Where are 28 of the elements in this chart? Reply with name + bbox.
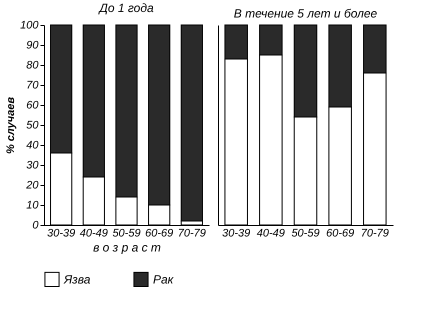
chart-title: В течение 5 лет и более (234, 6, 378, 20)
x-tick-label: 40-49 (256, 228, 285, 240)
y-tick-label: 20 (25, 180, 40, 192)
y-tick-label: 50 (26, 120, 40, 132)
x-tick-label: 70-79 (178, 228, 206, 240)
chart-title: До 1 года (97, 1, 154, 15)
y-tick-label: 60 (26, 100, 40, 112)
y-tick-label: 90 (26, 40, 40, 52)
legend-label: Язва (63, 272, 91, 286)
x-tick-label: 30-39 (222, 228, 250, 240)
x-tick-label: 30-39 (47, 228, 76, 240)
y-tick-label: 70 (26, 80, 40, 92)
y-tick-label: 80 (26, 60, 40, 72)
x-axis-title: в о з р а с т (93, 240, 161, 254)
bar (180, 24, 203, 222)
x-tick-label: 60-69 (145, 228, 174, 240)
y-tick-label: 0 (32, 220, 40, 232)
x-tick-label: 70-79 (360, 228, 389, 240)
legend-label: Рак (153, 272, 175, 286)
y-tick-label: 10 (26, 200, 40, 212)
y-tick-label: 40 (26, 140, 40, 152)
x-tick-label: 50-59 (112, 228, 141, 240)
x-tick-label: 50-59 (291, 228, 320, 240)
x-tick-label: 40-49 (80, 228, 108, 240)
x-tick-label: 60-69 (326, 228, 354, 240)
y-tick-label: 30 (26, 160, 40, 172)
y-tick-label: 100 (20, 20, 40, 32)
y-axis-title: % случаев (5, 96, 18, 154)
